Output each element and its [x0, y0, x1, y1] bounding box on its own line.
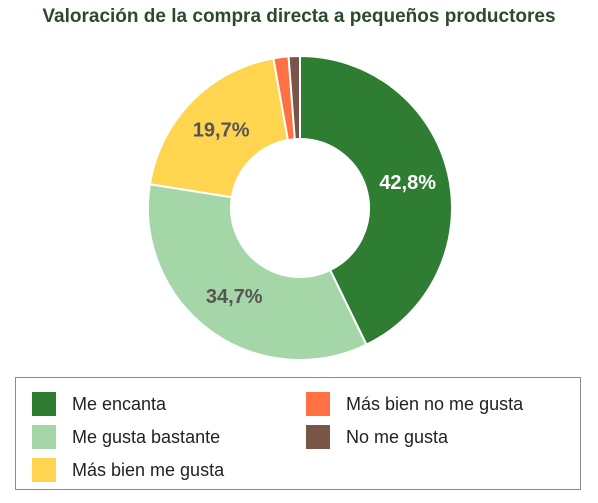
legend-swatch-mas-bien-me-gusta — [32, 458, 56, 482]
legend-swatch-no-me-gusta — [306, 425, 330, 449]
slice-mas-bien-me-gusta — [148, 57, 290, 199]
legend-label: Más bien no me gusta — [346, 393, 524, 414]
chart-title: Valoración de la compra directa a pequeñ… — [42, 6, 556, 27]
legend-label: No me gusta — [346, 426, 449, 447]
data-label-me-gusta-bastante: 34,7% — [206, 286, 263, 308]
legend-swatch-mas-bien-no-me-gusta — [306, 392, 330, 416]
legend-item-no-me-gusta: No me gusta — [306, 425, 448, 449]
data-label-me-encanta: 42,8% — [379, 172, 436, 194]
donut-chart: 42,8% 34,7% 19,7% — [147, 54, 453, 361]
data-label-mas-bien-me-gusta: 19,7% — [193, 120, 250, 142]
legend-item-me-encanta: Me encanta — [32, 392, 166, 416]
legend-swatch-me-encanta — [32, 392, 56, 416]
legend-label: Más bien me gusta — [72, 459, 225, 480]
legend-label: Me encanta — [72, 393, 167, 414]
donut-slices — [147, 54, 453, 361]
legend-swatch-me-gusta-bastante — [32, 425, 56, 449]
legend-label: Me gusta bastante — [72, 426, 221, 447]
donut-data-labels: 42,8% 34,7% 19,7% — [193, 120, 436, 308]
slice-no-me-gusta — [287, 54, 301, 141]
slice-me-gusta-bastante — [147, 183, 368, 361]
slice-me-encanta — [299, 54, 453, 347]
legend: Me encanta Me gusta bastante Más bien me… — [15, 377, 581, 490]
legend-item-me-gusta-bastante: Me gusta bastante — [32, 425, 220, 449]
legend-item-mas-bien-no-me-gusta: Más bien no me gusta — [306, 392, 523, 416]
legend-item-mas-bien-me-gusta: Más bien me gusta — [32, 458, 224, 482]
